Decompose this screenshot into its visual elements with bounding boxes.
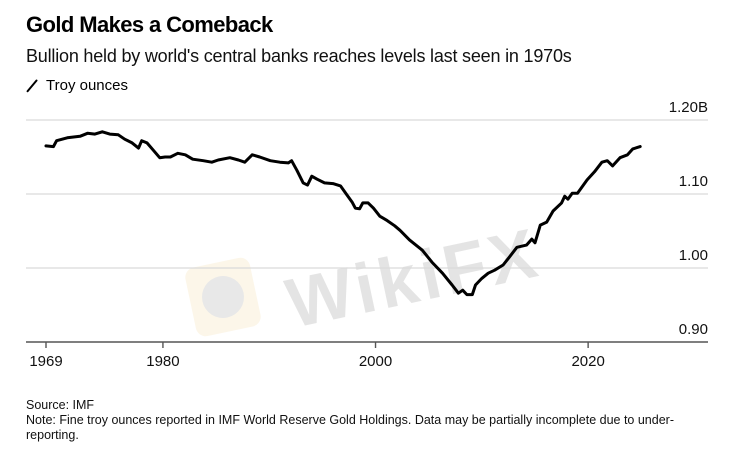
y-tick-label: 0.90 xyxy=(679,321,708,338)
footer: Source: IMF Note: Fine troy ounces repor… xyxy=(26,398,716,443)
y-tick-label: 1.20B xyxy=(669,99,708,116)
x-tick-label: 1969 xyxy=(29,353,62,370)
source-note: Source: IMF xyxy=(26,398,95,412)
footnote: Note: Fine troy ounces reported in IMF W… xyxy=(26,413,674,442)
x-tick-label: 1980 xyxy=(146,353,179,370)
y-tick-label: 1.10 xyxy=(679,173,708,190)
legend: Troy ounces xyxy=(26,77,128,94)
legend-label: Troy ounces xyxy=(46,77,128,94)
y-tick-label: 1.00 xyxy=(679,247,708,264)
series-line-troy-ounces xyxy=(44,130,642,297)
x-tick-label: 2000 xyxy=(359,353,392,370)
x-tick-label: 2020 xyxy=(571,353,604,370)
chart-subtitle: Bullion held by world's central banks re… xyxy=(26,46,572,66)
chart-title: Gold Makes a Comeback xyxy=(26,12,273,37)
